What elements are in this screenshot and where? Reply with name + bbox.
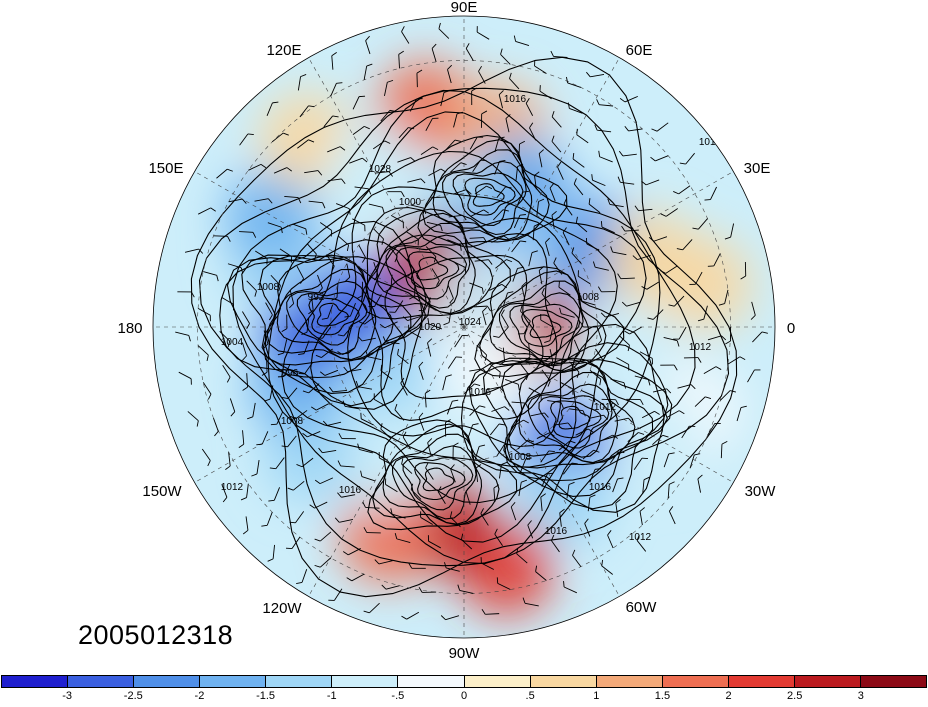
colorbar-segment xyxy=(398,676,464,687)
contour-value-label: 1020 xyxy=(419,322,442,333)
colorbar-segment xyxy=(200,676,266,687)
lon-label-0: 0 xyxy=(787,320,795,337)
map-disc: 1016 1012 1028 1008 992 1004 996 1008 1016 1012 10… xyxy=(153,16,775,638)
contour-value-label: 1012 xyxy=(699,137,722,148)
colorbar-segment xyxy=(795,676,861,687)
colorbar-tick-label: 0 xyxy=(461,690,467,702)
contour-value-label: 1012 xyxy=(629,532,652,543)
colorbar-tick-label: -2 xyxy=(195,690,205,702)
lon-label-120e: 120E xyxy=(266,42,301,59)
colorbar-tick-label: -3 xyxy=(62,690,72,702)
lon-label-150w: 150W xyxy=(142,483,182,500)
colorbar-tick-label: 2 xyxy=(726,690,732,702)
lon-label-90e: 90E xyxy=(451,0,478,16)
anomaly-cell xyxy=(657,237,753,333)
lon-label-180: 180 xyxy=(117,320,142,337)
contour-value-label: 1008 xyxy=(257,282,280,293)
colorbar-segment xyxy=(861,676,926,687)
lon-label-150e: 150E xyxy=(148,160,183,177)
colorbar-segment xyxy=(729,676,795,687)
contour-value-label: 1008 xyxy=(281,416,304,427)
valid-time-label: 2005012318 xyxy=(78,620,233,651)
contour-value-label: 1016 xyxy=(469,387,492,398)
colorbar-segment xyxy=(68,676,134,687)
lon-label-30e: 30E xyxy=(744,160,771,177)
contour-value-label: 996 xyxy=(282,368,299,379)
lon-label-60w: 60W xyxy=(626,599,658,616)
colorbar xyxy=(1,675,927,688)
lon-label-30w: 30W xyxy=(745,483,777,500)
colorbar-segment xyxy=(597,676,663,687)
colorbar-tick-label: -2.5 xyxy=(124,690,143,702)
contour-value-label: 1016 xyxy=(339,485,362,496)
contour-value-label: 1016 xyxy=(589,482,612,493)
colorbar-tick-label: 1 xyxy=(593,690,599,702)
lon-label-60e: 60E xyxy=(626,42,653,59)
lon-label-120w: 120W xyxy=(262,600,302,617)
contour-value-label: 1012 xyxy=(689,342,712,353)
contour-value-label: 1016 xyxy=(504,94,527,105)
colorbar-tick-label: -1.5 xyxy=(256,690,275,702)
contour-value-label: 1012 xyxy=(594,402,617,413)
colorbar-segment xyxy=(465,676,531,687)
colorbar-segment xyxy=(134,676,200,687)
lon-label-90w: 90W xyxy=(449,645,481,662)
contour-value-label: 1000 xyxy=(399,197,422,208)
colorbar-tick-label: .5 xyxy=(526,690,535,702)
colorbar-segment xyxy=(332,676,398,687)
contour-value-label: 1008 xyxy=(509,452,532,463)
contour-value-label: 1028 xyxy=(369,164,392,175)
contour-value-label: 1024 xyxy=(459,317,482,328)
colorbar-tick-label: 1.5 xyxy=(655,690,670,702)
colorbar-tick-label: 3 xyxy=(858,690,864,702)
contour-value-label: 1016 xyxy=(545,526,568,537)
contour-value-label: 992 xyxy=(308,292,325,303)
contour-value-label: 1012 xyxy=(221,482,244,493)
contour-value-label: 1008 xyxy=(577,292,600,303)
colorbar-segment xyxy=(531,676,597,687)
colorbar-tick-label: 2.5 xyxy=(787,690,802,702)
colorbar-segment xyxy=(2,676,68,687)
colorbar-segment xyxy=(663,676,729,687)
colorbar-segment xyxy=(266,676,332,687)
colorbar-tick-label: -1 xyxy=(327,690,337,702)
anomaly-cell xyxy=(438,241,534,337)
colorbar-tick-label: -.5 xyxy=(391,690,404,702)
contour-value-label: 1004 xyxy=(221,337,244,348)
anomaly-cell xyxy=(608,390,704,486)
